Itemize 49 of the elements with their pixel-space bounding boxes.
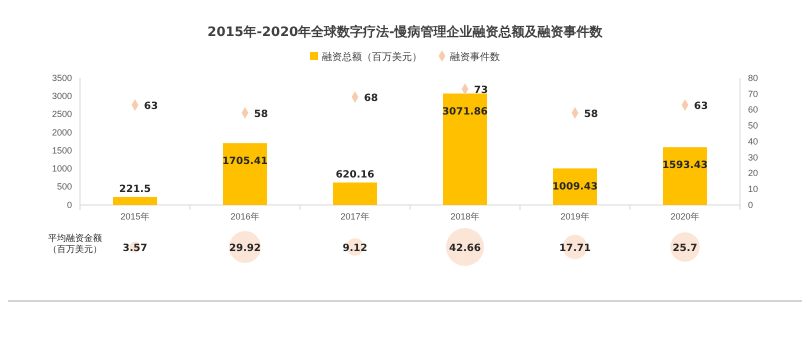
bar xyxy=(443,94,487,205)
data-label: 25.7 xyxy=(672,243,698,254)
y2-tick-label: 30 xyxy=(748,152,758,162)
y2-tick-label: 40 xyxy=(748,136,758,146)
data-label: 1593.43 xyxy=(662,160,708,172)
chart-title: 2015年-2020年全球数字疗法-慢病管理企业融资总额及融资事件数 xyxy=(207,24,604,40)
bar xyxy=(333,182,377,205)
y2-tick-label: 0 xyxy=(748,200,754,210)
data-label: 42.66 xyxy=(449,243,481,254)
data-label: 221.5 xyxy=(119,184,151,195)
y-tick-label: 2500 xyxy=(52,109,72,120)
x-tick-label: 2019年 xyxy=(560,211,590,222)
legend-label: 融资事件数 xyxy=(450,51,500,63)
y2-tick-label: 20 xyxy=(748,168,758,178)
y-tick-label: 3000 xyxy=(52,91,72,102)
y2-tick-label: 70 xyxy=(748,88,758,99)
bar xyxy=(223,143,267,205)
data-label: 29.92 xyxy=(229,243,261,254)
data-label: 17.71 xyxy=(559,243,591,254)
x-tick-label: 2016年 xyxy=(230,211,260,222)
x-tick-label: 2015年 xyxy=(120,211,150,222)
x-tick-label: 2020年 xyxy=(670,211,700,222)
bar xyxy=(113,196,157,205)
y-tick-label: 1500 xyxy=(52,145,72,156)
y2-tick-label: 10 xyxy=(748,184,758,194)
y-tick-label: 1000 xyxy=(52,164,72,174)
y2-tick-label: 50 xyxy=(748,120,758,131)
y-tick-label: 0 xyxy=(66,200,72,210)
x-tick-label: 2017年 xyxy=(340,211,370,222)
data-label: 1705.41 xyxy=(222,156,268,168)
text: 平均融资金额（百万美元） xyxy=(48,233,102,255)
data-label: 73 xyxy=(474,85,488,96)
y2-tick-label: 80 xyxy=(748,72,758,83)
data-label: 1009.43 xyxy=(552,181,598,192)
data-label: 9.12 xyxy=(342,243,368,254)
data-label: 58 xyxy=(254,108,268,120)
y-tick-label: 500 xyxy=(56,182,72,192)
data-label: 63 xyxy=(694,100,708,112)
x-tick-label: 2018年 xyxy=(450,211,480,222)
y-tick-label: 2000 xyxy=(52,127,72,138)
bar xyxy=(663,147,707,205)
data-label: 63 xyxy=(144,100,158,112)
y2-tick-label: 60 xyxy=(748,104,758,115)
data-label: 58 xyxy=(584,108,598,120)
data-label: 3.57 xyxy=(122,243,148,254)
data-label: 68 xyxy=(364,93,378,104)
legend-label: 融资总额（百万美元） xyxy=(322,51,422,63)
data-label: 620.16 xyxy=(336,169,374,180)
y-tick-label: 3500 xyxy=(52,72,72,83)
